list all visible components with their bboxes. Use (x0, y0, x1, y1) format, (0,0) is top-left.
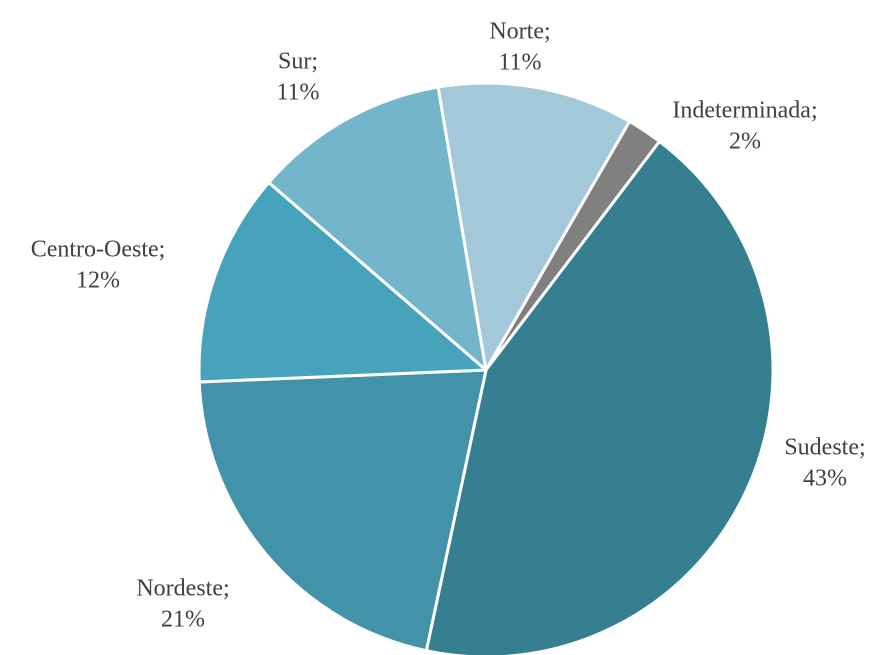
slice-category-label: Indeterminada; (672, 98, 817, 124)
slice-value-label: 21% (161, 607, 205, 633)
pie-slice (197, 180, 488, 384)
slice-value-label: 11% (276, 80, 319, 106)
slice-category-label: Sudeste; (784, 435, 865, 461)
pie-slice (267, 85, 488, 372)
pie-slice (424, 139, 775, 655)
slice-value-label: 43% (803, 466, 847, 492)
slice-category-label: Sur; (278, 49, 318, 75)
pie-slice (436, 81, 631, 372)
slice-category-label: Nordeste; (136, 576, 229, 602)
slice-category-label: Norte; (489, 19, 550, 45)
slice-value-label: 12% (76, 268, 120, 294)
slice-value-label: 11% (498, 50, 541, 76)
slice-value-label: 2% (729, 129, 761, 155)
pie-slice (197, 368, 488, 653)
slice-category-label: Centro-Oeste; (31, 237, 166, 263)
